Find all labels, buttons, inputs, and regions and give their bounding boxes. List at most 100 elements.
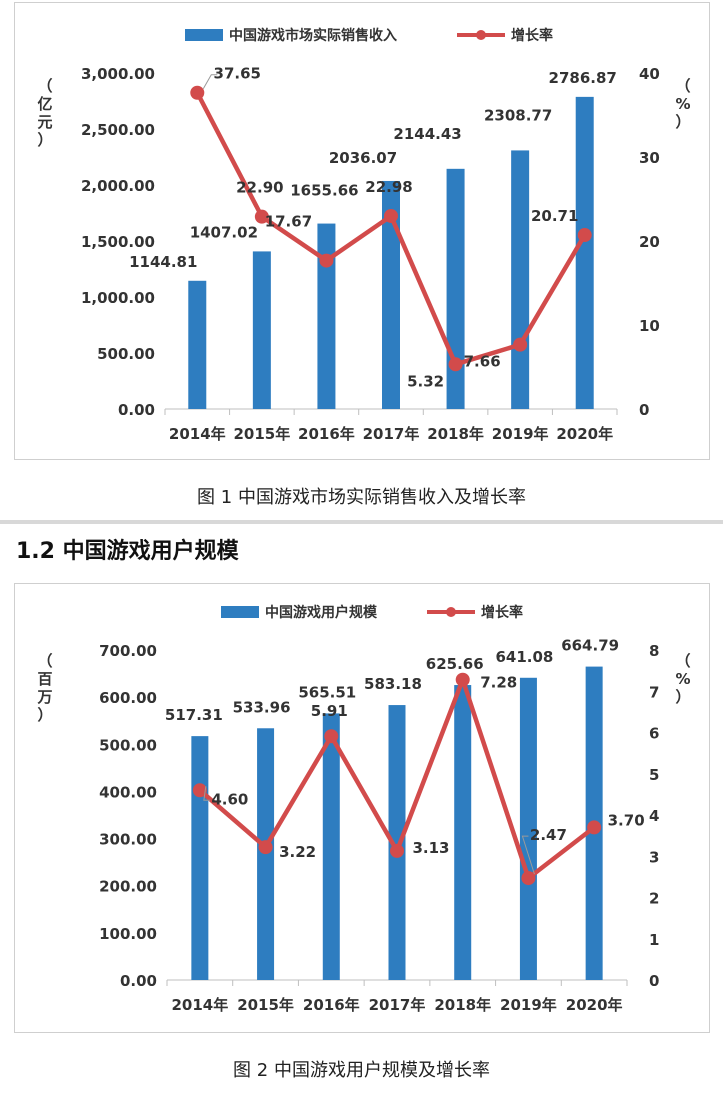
users-left-tick-label: 400.00 — [99, 783, 157, 801]
users-bar — [454, 685, 472, 980]
section-title: 1.2 中国游戏用户规模 — [16, 539, 239, 564]
users-growth-point — [521, 871, 536, 886]
section-divider — [0, 520, 723, 524]
users-growth-point — [258, 840, 273, 855]
users-legend-line-marker — [446, 607, 456, 617]
users-right-tick-label: 3 — [649, 848, 659, 866]
revenue-legend-bar-label: 中国游戏市场实际销售收入 — [229, 27, 397, 44]
users-right-tick-label: 0 — [649, 972, 659, 990]
users-x-tick-label: 2018年 — [434, 996, 491, 1014]
revenue-growth-value-label: 20.71 — [531, 207, 578, 225]
users-chart: 中国游戏用户规模 增长率 （百万） （%） 0.00 100.00 200.00 300.00… — [14, 583, 710, 1033]
revenue-bar-value-label: 2144.43 — [393, 125, 461, 143]
users-x-tick-label: 2015年 — [237, 996, 294, 1014]
users-legend-bar-swatch — [221, 606, 259, 618]
users-bar-value-label: 583.18 — [364, 675, 422, 693]
users-growth-value-label: 3.70 — [608, 811, 645, 829]
revenue-bar-value-label: 2308.77 — [484, 106, 552, 124]
users-bar — [191, 736, 209, 980]
users-bar — [519, 677, 537, 980]
users-growth-value-label: 3.22 — [279, 843, 316, 861]
revenue-growth-point — [190, 85, 205, 100]
revenue-right-tick-label: 0 — [639, 401, 649, 419]
users-growth-value-label: 3.13 — [412, 839, 449, 857]
revenue-legend-line-label: 增长率 — [511, 27, 553, 44]
revenue-x-tick-label: 2020年 — [556, 425, 613, 443]
users-bar-value-label: 565.51 — [298, 683, 356, 701]
revenue-left-tick-label: 0.00 — [118, 401, 155, 419]
revenue-growth-point — [513, 337, 528, 352]
revenue-bar-value-label: 1655.66 — [290, 182, 358, 200]
users-right-tick-label: 4 — [649, 807, 659, 825]
revenue-growth-value-label: 22.90 — [236, 179, 283, 197]
users-growth-value-label: 4.60 — [211, 790, 248, 808]
users-left-tick-label: 200.00 — [99, 878, 157, 896]
revenue-growth-point — [254, 209, 269, 224]
users-right-axis-title: （%） — [675, 652, 690, 706]
revenue-chart-svg: 中国游戏市场实际销售收入 增长率 （亿元） （%） 0.00 500.00 1,000.00… — [37, 27, 690, 443]
revenue-growth-value-label: 22.98 — [365, 178, 412, 196]
revenue-growth-point — [448, 357, 463, 372]
revenue-x-tick-label: 2014年 — [169, 425, 226, 443]
users-growth-value-label: 7.28 — [480, 674, 517, 692]
revenue-bar — [317, 223, 336, 409]
users-growth-point — [390, 843, 404, 858]
revenue-left-tick-label: 1,000.00 — [81, 289, 155, 307]
revenue-x-tick-label: 2015年 — [233, 425, 290, 443]
revenue-legend-bar-swatch — [185, 29, 223, 41]
users-legend-bar-label: 中国游戏用户规模 — [265, 604, 378, 621]
revenue-growth-value-label: 37.65 — [214, 65, 261, 83]
revenue-left-tick-label: 500.00 — [97, 345, 155, 363]
users-bar — [388, 705, 406, 980]
users-left-tick-label: 600.00 — [99, 689, 157, 707]
revenue-growth-value-label: 17.67 — [265, 213, 312, 231]
revenue-growth-point — [319, 253, 334, 268]
revenue-bar-value-label: 1407.02 — [190, 223, 258, 241]
revenue-right-tick-label: 20 — [639, 233, 660, 251]
revenue-bar — [511, 150, 530, 409]
users-chart-svg: 中国游戏用户规模 增长率 （百万） （%） 0.00 100.00 200.00 300.00… — [36, 604, 690, 1014]
users-growth-point — [455, 672, 470, 687]
users-left-axis-title: （百万） — [36, 652, 52, 724]
users-x-tick-label: 2020年 — [566, 996, 623, 1014]
revenue-bar-value-label: 1144.81 — [129, 253, 197, 271]
users-bar-value-label: 533.96 — [233, 698, 291, 716]
users-bar-value-label: 664.79 — [561, 637, 619, 655]
users-bar-value-label: 625.66 — [426, 655, 484, 673]
users-x-tick-label: 2019年 — [500, 996, 557, 1014]
revenue-x-tick-label: 2018年 — [427, 425, 484, 443]
users-left-tick-label: 500.00 — [99, 736, 157, 754]
users-growth-point — [192, 783, 207, 798]
users-x-tick-label: 2017年 — [369, 996, 426, 1014]
users-bar-value-label: 641.08 — [495, 648, 553, 666]
users-growth-value-label: 5.91 — [311, 702, 348, 720]
users-growth-leader-line — [521, 835, 535, 875]
revenue-left-tick-label: 2,500.00 — [81, 121, 155, 139]
users-left-tick-label: 0.00 — [120, 972, 157, 990]
revenue-legend-line-marker — [476, 30, 486, 40]
users-growth-point — [324, 729, 339, 744]
users-left-tick-label: 100.00 — [99, 925, 157, 943]
users-growth-leader-line — [203, 786, 210, 801]
revenue-x-tick-label: 2019年 — [492, 425, 549, 443]
revenue-x-tick-label: 2017年 — [363, 425, 420, 443]
revenue-chart: 中国游戏市场实际销售收入 增长率 （亿元） （%） 0.00 500.00 1,000.00… — [14, 2, 710, 460]
users-right-tick-label: 5 — [649, 766, 659, 784]
revenue-bar — [252, 251, 271, 409]
users-chart-caption: 图 2 中国游戏用户规模及增长率 — [233, 1060, 490, 1081]
revenue-growth-point — [577, 228, 592, 243]
revenue-left-axis-title: （亿元） — [37, 77, 52, 149]
revenue-bar — [575, 96, 594, 410]
users-left-tick-label: 700.00 — [99, 642, 157, 660]
revenue-bar-value-label: 2786.87 — [549, 69, 617, 87]
revenue-right-tick-label: 40 — [639, 65, 660, 83]
users-left-tick-label: 300.00 — [99, 831, 157, 849]
revenue-right-tick-label: 10 — [639, 317, 660, 335]
revenue-chart-caption: 图 1 中国游戏市场实际销售收入及增长率 — [197, 487, 526, 508]
users-right-tick-label: 7 — [649, 683, 659, 701]
revenue-bar — [382, 180, 400, 409]
revenue-growth-value-label: 7.66 — [464, 353, 501, 371]
revenue-right-tick-label: 30 — [639, 149, 660, 167]
users-bar — [322, 713, 340, 980]
revenue-growth-value-label: 5.32 — [407, 372, 444, 390]
